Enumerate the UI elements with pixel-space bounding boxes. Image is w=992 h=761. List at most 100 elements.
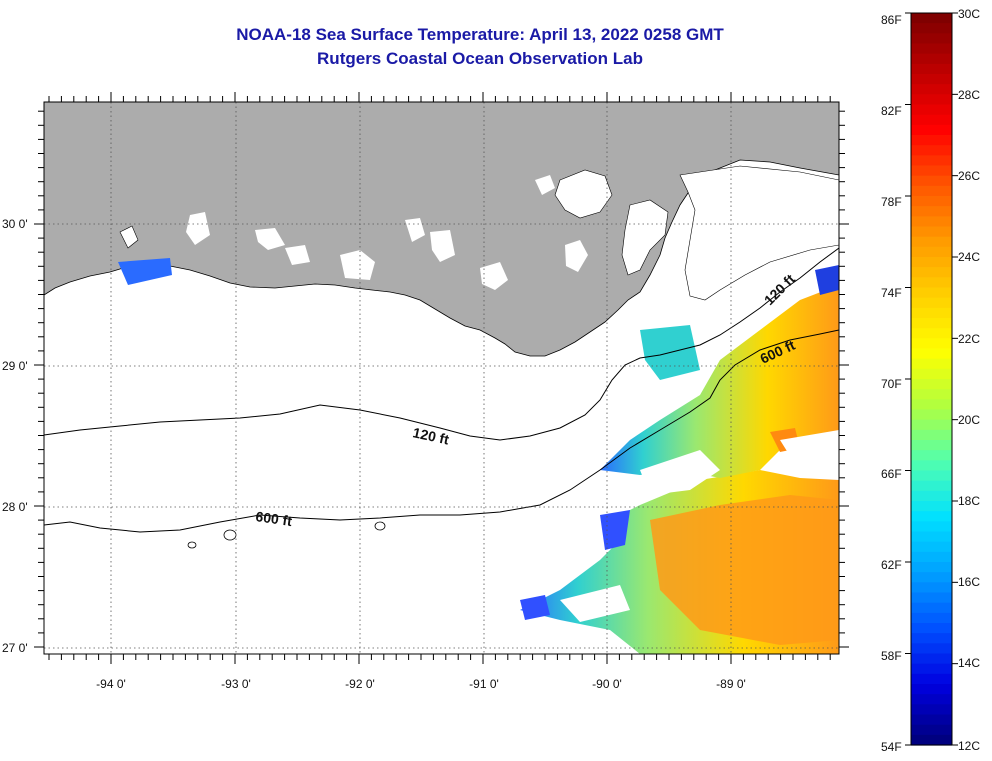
colorbar-band	[911, 582, 952, 594]
colorbar-band	[911, 257, 952, 268]
lon-label: -94 0'	[96, 677, 126, 691]
colorbar-band	[911, 307, 952, 319]
colorbar-c-label: 28C	[958, 88, 980, 102]
colorbar-band	[911, 551, 952, 563]
colorbar-band	[911, 562, 952, 573]
colorbar-c-label: 12C	[958, 739, 980, 753]
colorbar-band	[911, 318, 952, 329]
colorbar-c-label: 30C	[958, 7, 980, 21]
colorbar-band	[911, 511, 952, 522]
colorbar-c-label: 22C	[958, 332, 980, 346]
grand-lake	[285, 245, 310, 265]
colorbar-f-label: 82F	[881, 104, 902, 118]
colorbar-band	[911, 124, 952, 136]
map-subtitle: Rutgers Coastal Ocean Observation Lab	[317, 49, 643, 68]
colorbar-c-label: 24C	[958, 250, 980, 264]
lat-label: 27 0'	[2, 641, 28, 655]
colorbar-band	[911, 338, 952, 350]
colorbar: 86F 82F 78F 74F 70F 66F 62F 58F 54F 30C …	[881, 7, 980, 754]
isobath-600ft	[44, 329, 839, 533]
lon-label: -93 0'	[221, 677, 251, 691]
latitude-labels: 30 0' 29 0' 28 0' 27 0'	[2, 217, 28, 655]
colorbar-c-label: 14C	[958, 656, 980, 670]
colorbar-band	[911, 155, 952, 167]
colorbar-band	[911, 501, 952, 512]
colorbar-f-label: 78F	[881, 195, 902, 209]
colorbar-band	[911, 429, 952, 441]
lake-salvador	[565, 240, 588, 272]
colorbar-band	[911, 653, 952, 665]
mississippi-sound	[679, 165, 839, 301]
sst-cool-west-edge	[600, 510, 630, 550]
colorbar-band	[911, 145, 952, 156]
colorbar-band	[911, 531, 952, 543]
colorbar-band	[911, 714, 952, 726]
colorbar-band	[911, 196, 952, 207]
colorbar-band	[911, 206, 952, 217]
colorbar-band	[911, 13, 952, 24]
colorbar-band	[911, 734, 952, 746]
colorbar-band	[911, 74, 952, 85]
colorbar-band	[911, 94, 952, 106]
lat-label: 30 0'	[2, 217, 28, 231]
colorbar-band	[911, 277, 952, 289]
colorbar-band	[911, 470, 952, 482]
colorbar-band	[911, 623, 952, 634]
colorbar-band	[911, 440, 952, 451]
lon-label: -91 0'	[469, 677, 499, 691]
colorbar-band	[911, 612, 952, 624]
colorbar-band	[911, 673, 952, 685]
land-mass	[44, 102, 839, 357]
colorbar-band	[911, 114, 952, 126]
colorbar-band	[911, 53, 952, 65]
colorbar-band	[911, 84, 952, 95]
lat-label: 29 0'	[2, 359, 28, 373]
calcasieu-lake	[255, 228, 285, 250]
colorbar-band	[911, 104, 952, 116]
colorbar-band	[911, 643, 952, 655]
graticule	[44, 102, 839, 654]
colorbar-band	[911, 450, 952, 461]
colorbar-band	[911, 541, 952, 553]
colorbar-f-label: 74F	[881, 286, 902, 300]
colorbar-f-label: 86F	[881, 13, 902, 27]
colorbar-band	[911, 409, 952, 421]
isobath-label: 120 ft	[411, 424, 450, 447]
colorbar-band	[911, 185, 952, 197]
colorbar-band	[911, 704, 952, 716]
colorbar-band	[911, 236, 952, 248]
white-lake	[186, 212, 210, 245]
barataria-bay	[430, 230, 455, 262]
colorbar-f-label: 54F	[881, 740, 902, 754]
colorbar-band	[911, 460, 952, 472]
isobath-120ft	[44, 247, 839, 441]
sst-cool-east	[815, 265, 839, 295]
lake-pontchartrain	[554, 169, 613, 219]
lon-label: -92 0'	[345, 677, 375, 691]
colorbar-band	[911, 480, 952, 492]
colorbar-band	[911, 633, 952, 644]
colorbar-band	[911, 216, 952, 228]
colorbar-c-label: 20C	[958, 413, 980, 427]
colorbar-ticks	[905, 12, 958, 746]
colorbar-band	[911, 328, 952, 339]
colorbar-band	[911, 694, 952, 705]
cloud-gap-1	[640, 450, 720, 495]
colorbar-band	[911, 43, 952, 55]
sst-warm-core	[650, 495, 839, 645]
colorbar-band	[911, 358, 952, 370]
atchafalaya-bay	[340, 250, 375, 280]
lake-maurepas	[535, 175, 555, 195]
cloud-gap-2	[780, 430, 839, 472]
colorbar-f-label: 62F	[881, 558, 902, 572]
lon-label: -90 0'	[592, 677, 622, 691]
colorbar-band	[911, 33, 952, 45]
colorbar-band	[911, 63, 952, 75]
colorbar-band	[911, 287, 952, 299]
lat-label: 28 0'	[2, 500, 28, 514]
lon-label: -89 0'	[716, 677, 746, 691]
colorbar-band	[911, 368, 952, 380]
colorbar-band	[911, 267, 952, 278]
colorbar-band	[911, 663, 952, 675]
